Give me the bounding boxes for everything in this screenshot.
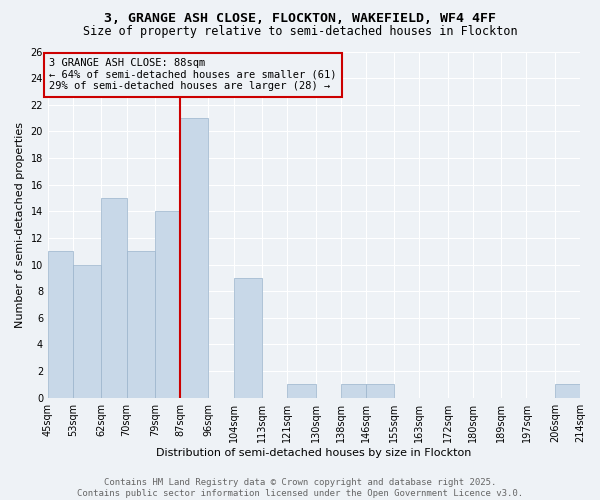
Bar (366, 384, 394, 398)
Bar (180, 118, 208, 398)
Bar (101, 198, 127, 398)
Bar (233, 278, 262, 398)
Text: Contains HM Land Registry data © Crown copyright and database right 2025.
Contai: Contains HM Land Registry data © Crown c… (77, 478, 523, 498)
Text: 3, GRANGE ASH CLOSE, FLOCKTON, WAKEFIELD, WF4 4FF: 3, GRANGE ASH CLOSE, FLOCKTON, WAKEFIELD… (104, 12, 496, 26)
Text: Size of property relative to semi-detached houses in Flockton: Size of property relative to semi-detach… (83, 25, 517, 38)
Bar (127, 251, 155, 398)
Bar (48, 251, 73, 398)
Bar (287, 384, 316, 398)
Text: 3 GRANGE ASH CLOSE: 88sqm
← 64% of semi-detached houses are smaller (61)
29% of : 3 GRANGE ASH CLOSE: 88sqm ← 64% of semi-… (49, 58, 337, 92)
Y-axis label: Number of semi-detached properties: Number of semi-detached properties (15, 122, 25, 328)
Bar (555, 384, 580, 398)
Bar (341, 384, 366, 398)
Bar (155, 212, 180, 398)
X-axis label: Distribution of semi-detached houses by size in Flockton: Distribution of semi-detached houses by … (156, 448, 472, 458)
Bar (73, 264, 101, 398)
